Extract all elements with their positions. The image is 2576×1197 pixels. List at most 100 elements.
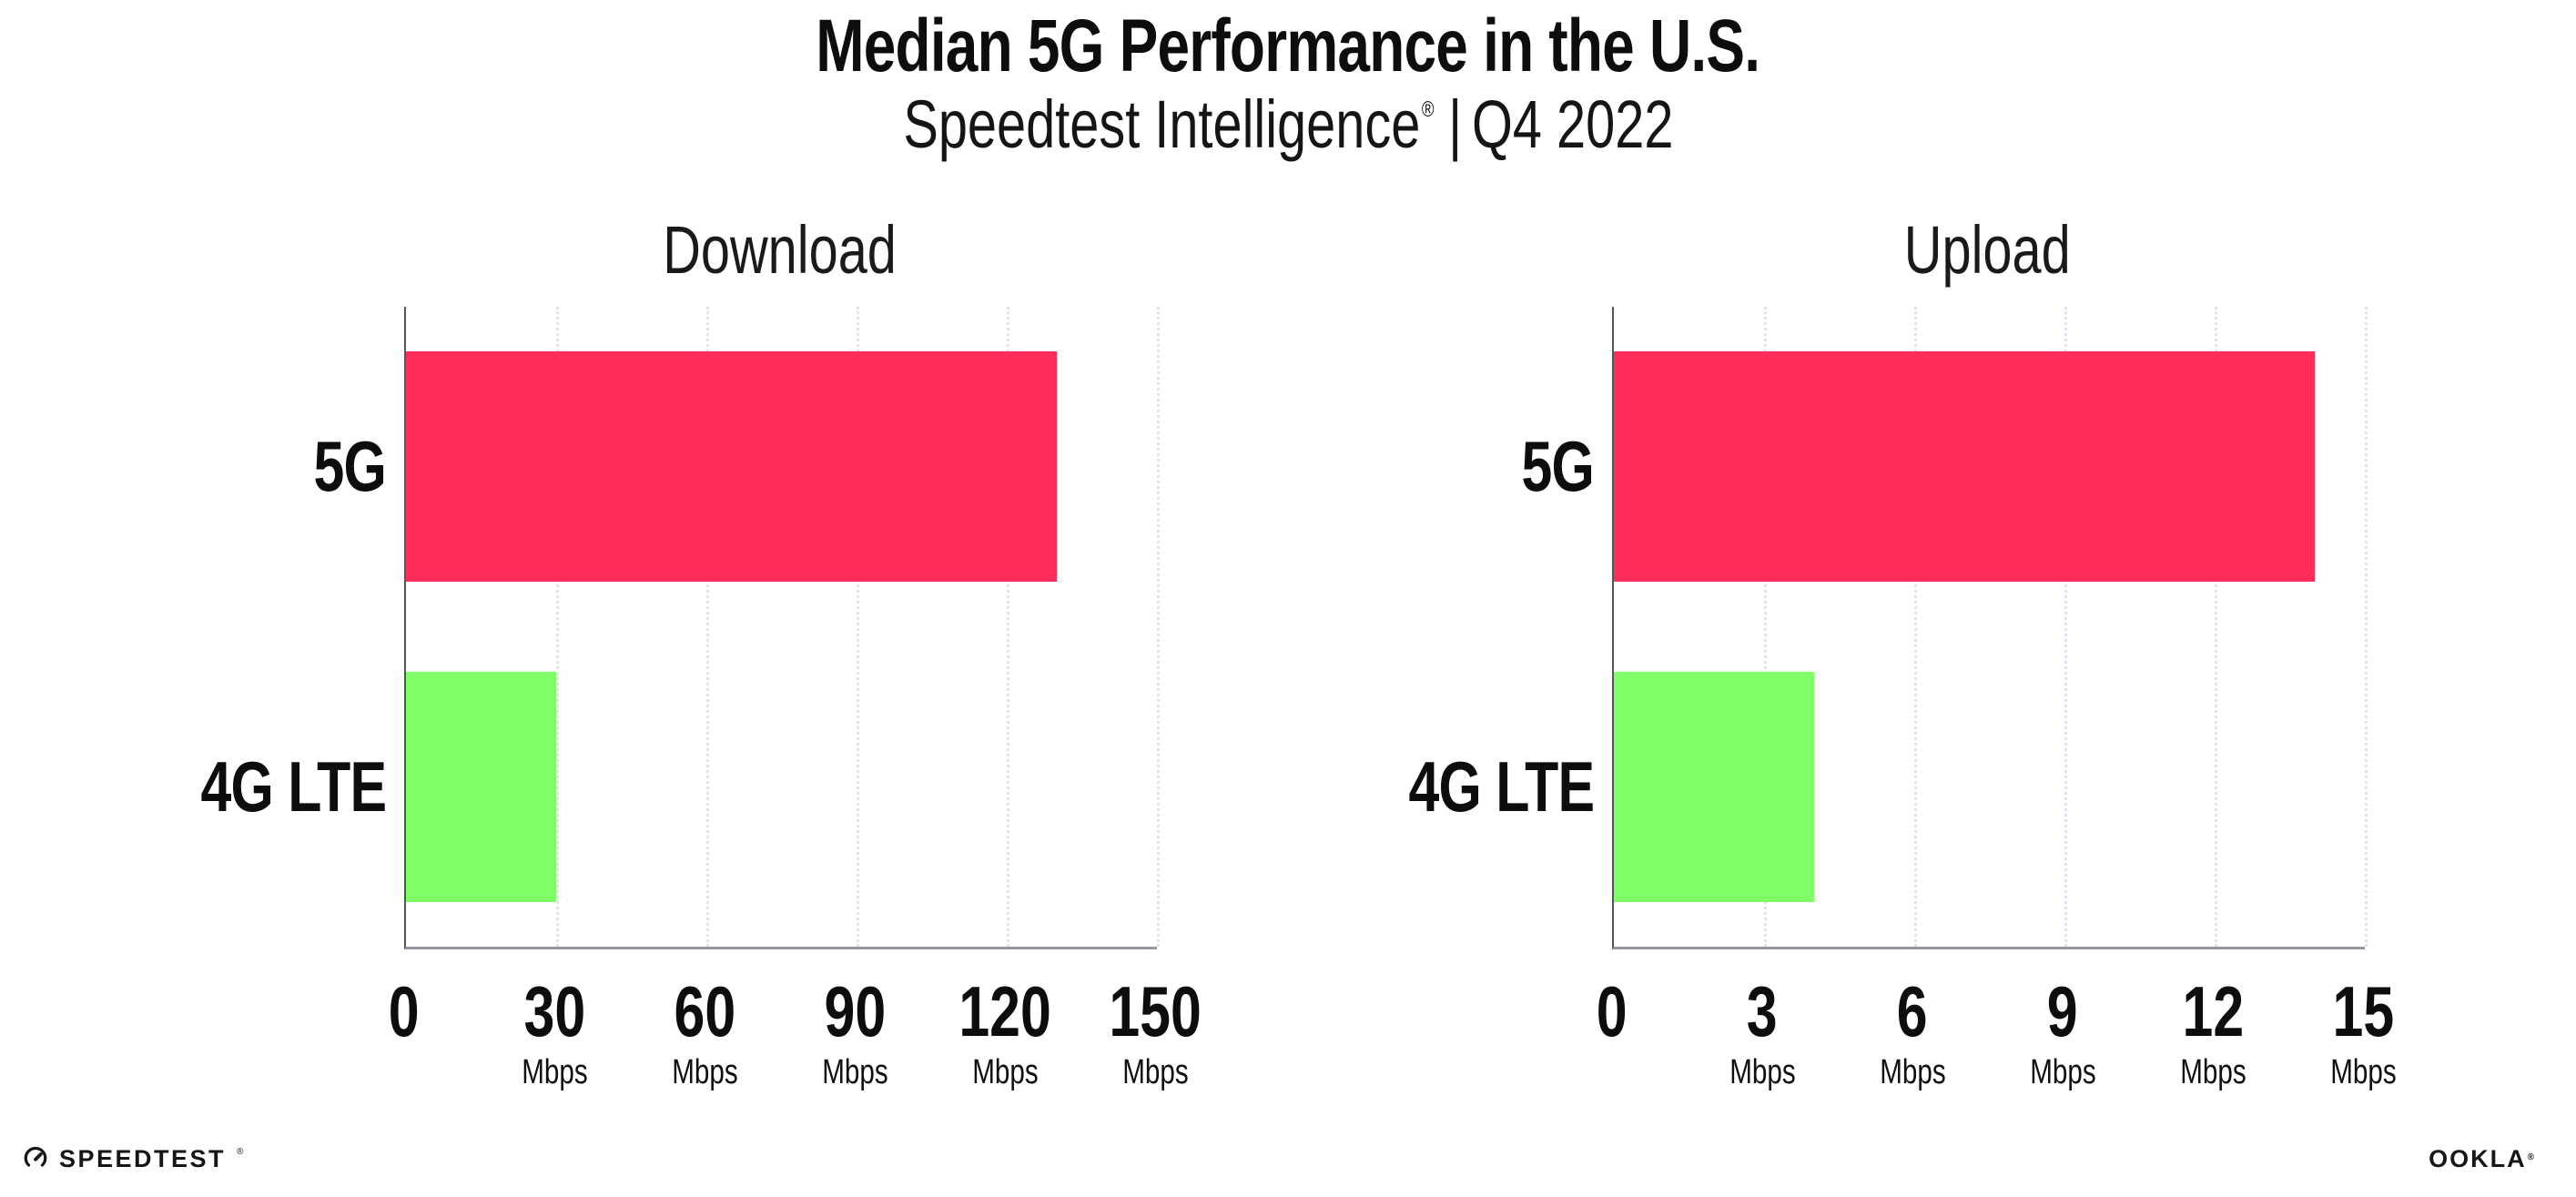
x-tick: 90 Mbps — [755, 976, 955, 1090]
x-tick-value: 9 — [1962, 976, 2163, 1047]
x-tick: 150 Mbps — [1055, 976, 1255, 1090]
subtitle-period: Q4 2022 — [1471, 86, 1674, 162]
x-tick: 3 Mbps — [1662, 976, 1862, 1090]
bar-5g — [1614, 351, 2315, 583]
gridline — [2064, 307, 2067, 947]
x-tick-unit-text: Mbps — [1121, 1053, 1189, 1091]
y-axis-label-row: 4G LTE — [1348, 627, 1595, 948]
y-axis-label: 4G LTE — [200, 746, 387, 827]
x-tick-number: 0 — [389, 971, 420, 1051]
x-tick-value: 150 — [1055, 976, 1255, 1047]
x-tick-number: 60 — [674, 971, 735, 1051]
x-tick-value: 90 — [755, 976, 955, 1047]
x-tick-unit: Mbps — [905, 1055, 1105, 1090]
bar-5g — [406, 351, 1057, 583]
gridline — [1007, 307, 1009, 947]
speedtest-logo: SPEEDTEST ® — [22, 1145, 243, 1172]
gridline — [2365, 307, 2368, 947]
x-tick-unit: Mbps — [1662, 1055, 1862, 1090]
bar-4g-lte — [1614, 671, 1814, 902]
x-tick-number: 6 — [1897, 971, 1928, 1051]
upload-plot-area — [1612, 307, 2368, 949]
upload-y-axis-labels: 5G 4G LTE — [1348, 307, 1595, 948]
upload-chart-title: Upload — [1904, 212, 2071, 288]
x-tick-unit: Mbps — [2263, 1055, 2463, 1090]
x-tick-value: 6 — [1812, 976, 2013, 1047]
x-tick-unit: Mbps — [454, 1055, 654, 1090]
download-y-axis-labels: 5G 4G LTE — [140, 307, 387, 948]
y-axis-label-row: 5G — [1348, 307, 1594, 627]
x-tick-value: 0 — [304, 976, 504, 1047]
x-tick-unit: Mbps — [755, 1055, 955, 1090]
x-tick-value: 0 — [1512, 976, 1712, 1047]
x-tick: 9 Mbps — [1962, 976, 2163, 1090]
bar-4g-lte — [406, 671, 556, 902]
x-tick-unit: Mbps — [2113, 1055, 2313, 1090]
page-title-text: Median 5G Performance in the U.S. — [816, 5, 1761, 87]
page-subtitle: Speedtest Intelligence® | Q4 2022 — [0, 91, 2576, 158]
speedtest-wordmark: SPEEDTEST — [59, 1144, 227, 1172]
x-tick: 30 Mbps — [454, 976, 654, 1090]
x-tick-value: 120 — [905, 976, 1105, 1047]
x-tick-unit-text: Mbps — [2329, 1053, 2397, 1091]
speedtest-gauge-icon — [22, 1145, 49, 1172]
x-tick-unit-text: Mbps — [521, 1053, 588, 1091]
gridline — [706, 307, 709, 947]
speedtest-registered-mark: ® — [237, 1146, 244, 1157]
gridline — [2215, 307, 2217, 947]
x-tick-number: 0 — [1597, 971, 1628, 1051]
download-x-axis: 0 30 Mbps 60 Mbps 90 Mbps 120 Mbps 150 Mbps — [389, 976, 1202, 1103]
x-tick-number: 90 — [824, 971, 886, 1051]
x-tick-value: 3 — [1662, 976, 1862, 1047]
x-tick-number: 9 — [2047, 971, 2078, 1051]
x-tick: 12 Mbps — [2113, 976, 2313, 1090]
x-tick-number: 15 — [2332, 971, 2394, 1051]
x-tick-value: 30 — [454, 976, 654, 1047]
x-tick-unit-text: Mbps — [821, 1053, 888, 1091]
y-axis-label: 5G — [1521, 426, 1594, 507]
x-tick: 60 Mbps — [604, 976, 805, 1090]
registered-mark: ® — [1421, 97, 1435, 122]
ookla-wordmark: OOKLA — [2429, 1145, 2527, 1172]
gridline — [1157, 307, 1160, 947]
gridline — [857, 307, 859, 947]
gridline — [1764, 307, 1767, 947]
x-tick-value: 60 — [604, 976, 805, 1047]
x-tick-number: 3 — [1747, 971, 1778, 1051]
x-tick-unit-text: Mbps — [1879, 1053, 1946, 1091]
x-tick-number: 30 — [523, 971, 585, 1051]
x-tick-unit: Mbps — [1055, 1055, 1255, 1090]
page-subtitle-text: Speedtest Intelligence® | Q4 2022 — [903, 91, 1673, 158]
upload-x-axis: 0 3 Mbps 6 Mbps 9 Mbps 12 Mbps 15 Mbps — [1597, 976, 2396, 1103]
y-axis-label: 4G LTE — [1408, 746, 1595, 827]
x-tick-number: 12 — [2182, 971, 2244, 1051]
download-plot-area — [404, 307, 1160, 949]
x-tick-value: 15 — [2263, 976, 2463, 1047]
x-tick: 0 — [304, 976, 504, 1047]
ookla-logo: OOKLA® — [2429, 1147, 2536, 1172]
x-tick-number: 150 — [1109, 971, 1202, 1051]
gridline — [556, 307, 559, 947]
x-tick: 120 Mbps — [905, 976, 1105, 1090]
x-tick-unit-text: Mbps — [671, 1053, 738, 1091]
y-axis-label: 5G — [313, 426, 386, 507]
x-tick-unit-text: Mbps — [971, 1053, 1039, 1091]
subtitle-separator: | — [1447, 86, 1462, 162]
x-tick: 0 — [1512, 976, 1712, 1047]
x-tick-unit: Mbps — [1812, 1055, 2013, 1090]
y-axis-label-row: 5G — [140, 307, 386, 627]
x-tick-unit: Mbps — [604, 1055, 805, 1090]
ookla-registered-mark: ® — [2527, 1152, 2536, 1162]
x-tick-unit: Mbps — [1962, 1055, 2163, 1090]
x-tick-value: 12 — [2113, 976, 2313, 1047]
subtitle-brand: Speedtest Intelligence — [902, 86, 1420, 162]
x-tick: 6 Mbps — [1812, 976, 2013, 1090]
x-tick-unit-text: Mbps — [2029, 1053, 2096, 1091]
x-tick: 15 Mbps — [2263, 976, 2463, 1090]
page-title: Median 5G Performance in the U.S. — [0, 9, 2576, 84]
y-axis-label-row: 4G LTE — [140, 627, 387, 948]
x-tick-unit-text: Mbps — [2179, 1053, 2246, 1091]
x-tick-unit-text: Mbps — [1729, 1053, 1796, 1091]
x-tick-number: 120 — [958, 971, 1051, 1051]
